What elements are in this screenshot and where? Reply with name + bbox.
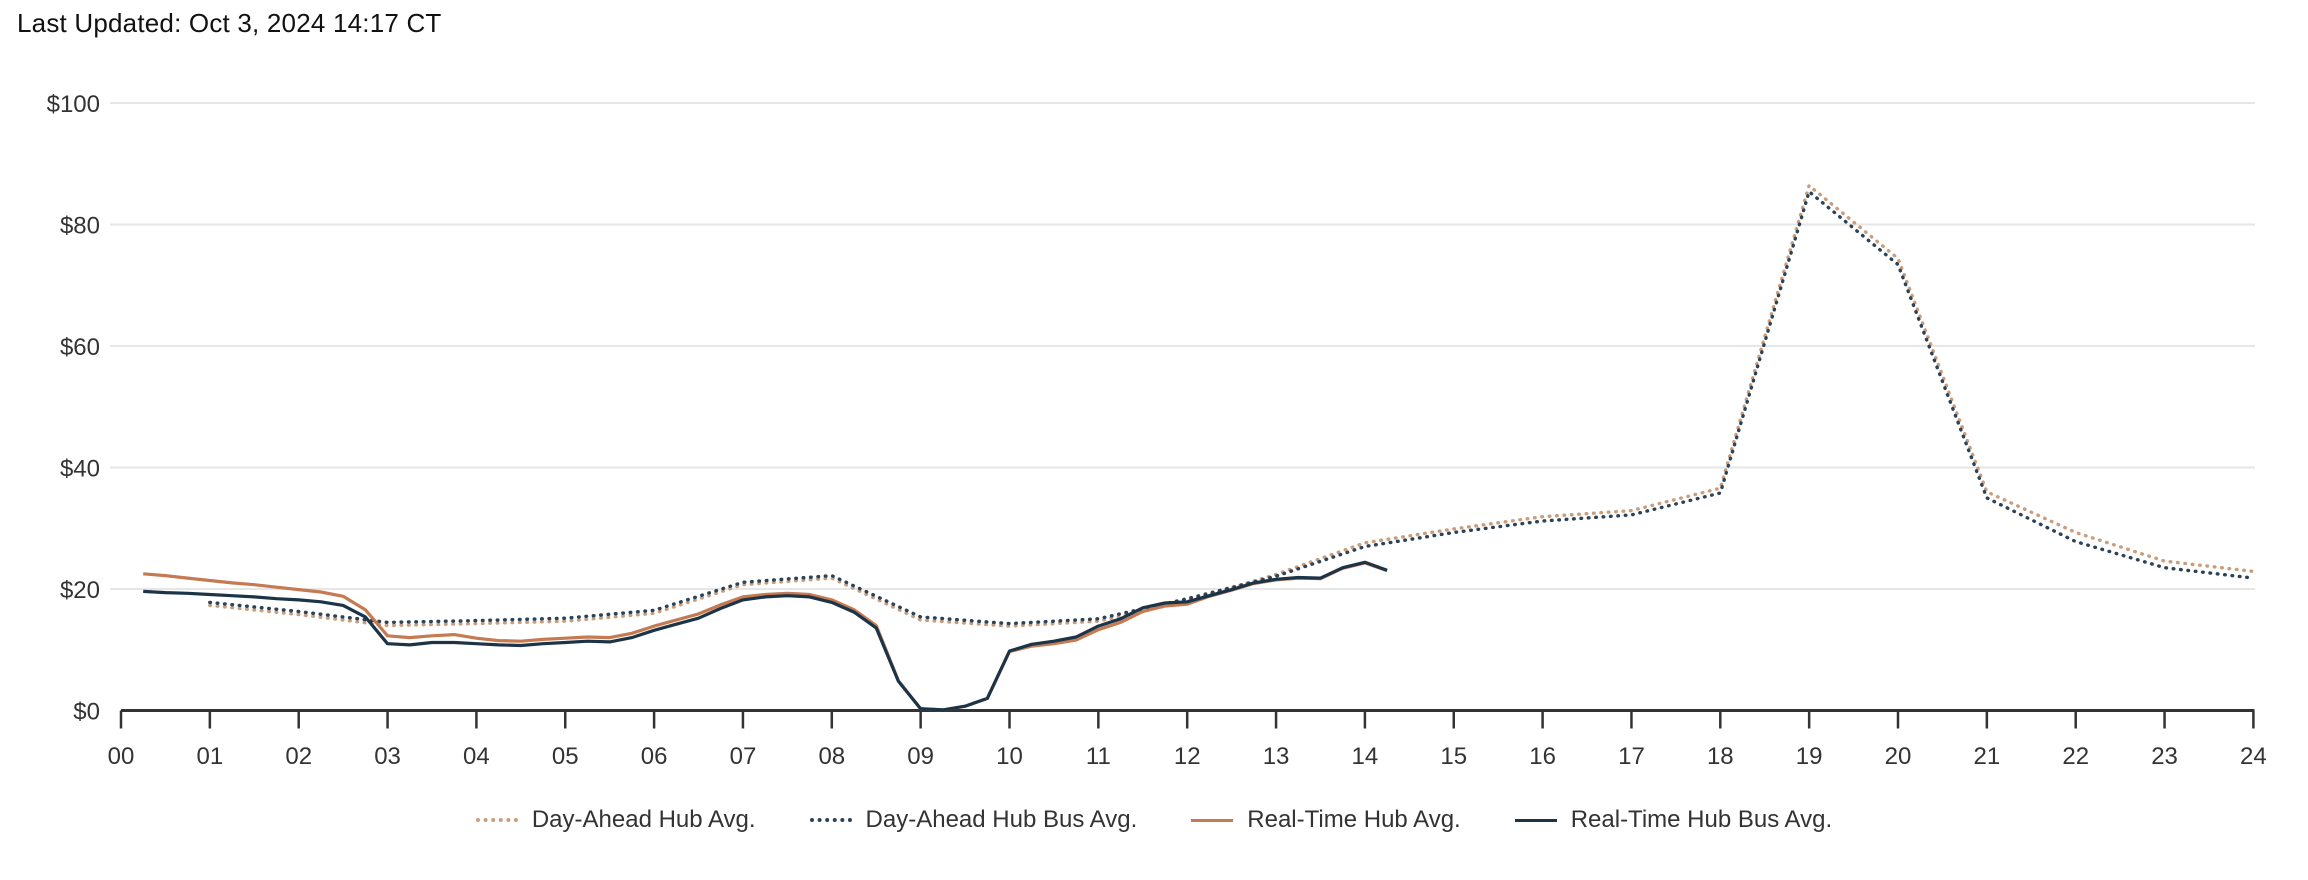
solid-line-swatch-icon	[1191, 818, 1234, 822]
x-tick-label: 23	[2151, 743, 2178, 770]
x-tick-label: 08	[818, 743, 845, 770]
x-tick-label: 21	[1973, 743, 2000, 770]
dotted-line-swatch-icon	[809, 818, 852, 822]
x-tick-label: 06	[641, 743, 668, 770]
x-tick-label: 05	[552, 743, 579, 770]
y-tick-label: $100	[47, 91, 100, 118]
series-line-3-real-time-hub-avg	[143, 561, 1388, 712]
legend-label: Day-Ahead Hub Bus Avg.	[865, 806, 1138, 833]
legend-label: Real-Time Hub Bus Avg.	[1570, 806, 1833, 833]
y-tick-label: $60	[60, 334, 100, 361]
x-tick-label: 24	[2240, 743, 2267, 770]
x-tick-label: 17	[1618, 743, 1645, 770]
y-tick-label: $20	[60, 577, 100, 604]
y-tick-label: $80	[60, 213, 100, 240]
solid-line-swatch-icon	[1514, 818, 1557, 822]
x-tick-label: 19	[1796, 743, 1823, 770]
x-tick-label: 11	[1086, 743, 1111, 770]
x-tick-label: 04	[463, 743, 490, 770]
x-tick-label: 15	[1440, 743, 1467, 770]
x-tick-label: 00	[108, 743, 135, 770]
legend-item-real-time-hub-avg[interactable]: Real-Time Hub Avg.	[1191, 806, 1461, 834]
legend-item-day-ahead-hub-bus-avg[interactable]: Day-Ahead Hub Bus Avg.	[809, 806, 1138, 834]
page-title: Last Updated: Oct 3, 2024 14:17 CT	[17, 8, 442, 38]
x-tick-label: 02	[285, 743, 312, 770]
x-tick-label: 07	[730, 743, 757, 770]
x-tick-label: 16	[1529, 743, 1556, 770]
x-tick-label: 20	[1885, 743, 1912, 770]
legend-label: Real-Time Hub Avg.	[1247, 806, 1461, 833]
x-tick-label: 22	[2062, 743, 2089, 770]
legend-label: Day-Ahead Hub Avg.	[531, 806, 756, 833]
x-tick-label: 10	[996, 743, 1023, 770]
x-tick-label: 18	[1707, 743, 1734, 770]
y-tick-label: $0	[73, 699, 100, 726]
series-line-1-day-ahead-hub-avg	[208, 183, 2256, 628]
x-tick-label: 12	[1174, 743, 1201, 770]
series-line-4-real-time-hub-bus-avg	[143, 560, 1388, 712]
legend-item-real-time-hub-bus-avg[interactable]: Real-Time Hub Bus Avg.	[1514, 806, 1833, 834]
x-tick-label: 09	[907, 743, 934, 770]
x-tick-label: 13	[1263, 743, 1290, 770]
chart-menu-button[interactable]	[2239, 117, 2274, 149]
x-tick-label: 03	[374, 743, 401, 770]
x-tick-label: 01	[196, 743, 223, 770]
series-line-2-day-ahead-hub-bus-avg	[208, 189, 2256, 626]
dotted-line-swatch-icon	[475, 818, 518, 822]
legend-item-day-ahead-hub-avg[interactable]: Day-Ahead Hub Avg.	[475, 806, 756, 834]
x-tick-label: 14	[1352, 743, 1379, 770]
y-tick-label: $40	[60, 456, 100, 483]
chart-legend: Day-Ahead Hub Avg. Day-Ahead Hub Bus Avg…	[0, 806, 2308, 834]
